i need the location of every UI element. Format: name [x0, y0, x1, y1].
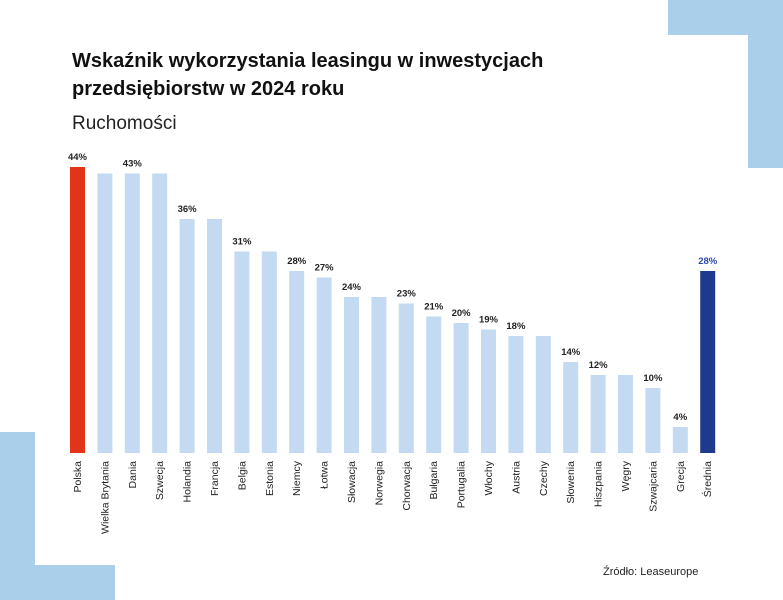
category-label-belgia: Belgia	[236, 461, 248, 490]
category-label-srednia: Średnia	[701, 461, 714, 497]
category-label-bulgaria: Bułgaria	[428, 461, 440, 500]
bar-holandia	[179, 219, 195, 453]
data-label-srednia: 28%	[698, 256, 718, 267]
data-label-bulgaria: 21%	[424, 302, 444, 313]
decoration-top-right-inner	[668, 35, 748, 168]
category-label-chorwacja: Chorwacja	[401, 461, 413, 511]
category-label-dania: Dania	[127, 461, 139, 489]
data-label-lotwa: 27%	[315, 263, 335, 274]
category-label-norwegia: Norwegia	[373, 461, 385, 506]
category-label-slowenia: Słowenia	[565, 461, 577, 504]
chart-title: Wskaźnik wykorzystania leasingu w inwest…	[72, 50, 544, 100]
bar-wlochy	[481, 329, 496, 453]
bar-wielka-brytania	[97, 173, 113, 453]
bar-grecja	[672, 427, 688, 453]
data-label-belgia: 31%	[232, 237, 252, 248]
decoration-bottom-left-inner	[35, 432, 115, 565]
bar-bulgaria	[426, 316, 442, 453]
category-label-grecja: Grecja	[675, 461, 687, 492]
bar-belgia	[234, 251, 250, 453]
bar-slowenia	[563, 362, 579, 453]
bar-austria	[508, 336, 524, 453]
bar-wegry	[618, 375, 633, 453]
data-label-grecja: 4%	[673, 412, 687, 423]
data-label-polska: 44%	[68, 152, 88, 163]
category-label-szwajcaria: Szwajcaria	[647, 461, 659, 512]
bar-czechy	[535, 336, 551, 453]
bar-szwajcaria	[645, 388, 661, 453]
bar-polska	[70, 167, 85, 453]
data-label-dania: 43%	[123, 159, 143, 170]
bar-chorwacja	[398, 303, 414, 453]
category-label-francja: Francja	[209, 461, 221, 496]
category-label-estonia: Estonia	[264, 461, 276, 496]
category-label-szwecja: Szwecja	[154, 461, 166, 500]
category-label-lotwa: Łotwa	[319, 461, 331, 489]
category-label-wlochy: Włochy	[483, 460, 495, 495]
category-label-austria: Austria	[510, 461, 522, 494]
data-label-slowacja: 24%	[342, 282, 362, 293]
data-label-portugalia: 20%	[452, 308, 472, 319]
data-label-hiszpania: 12%	[589, 360, 609, 371]
category-label-niemcy: Niemcy	[291, 460, 303, 496]
bar-hiszpania	[590, 375, 606, 453]
bar-szwecja	[152, 173, 168, 453]
category-label-hiszpania: Hiszpania	[593, 461, 605, 507]
source-note: Źródło: Leaseurope	[603, 566, 699, 578]
bar-portugalia	[453, 323, 469, 453]
data-label-niemcy: 28%	[287, 256, 307, 267]
data-label-austria: 18%	[506, 321, 526, 332]
category-label-wielka-brytania: Wielka Brytania	[99, 461, 111, 534]
category-label-czechy: Czechy	[538, 460, 550, 496]
bar-lotwa	[316, 277, 332, 453]
bar-niemcy	[289, 271, 305, 453]
category-label-holandia: Holandia	[182, 461, 194, 503]
bar-srednia	[700, 271, 716, 453]
category-label-slowacja: Słowacja	[346, 461, 358, 503]
data-label-slowenia: 14%	[561, 347, 581, 358]
data-label-wlochy: 19%	[479, 315, 499, 326]
bar-dania	[124, 173, 140, 453]
data-label-szwajcaria: 10%	[643, 373, 663, 384]
category-label-polska: Polska	[72, 461, 84, 493]
bar-slowacja	[344, 297, 359, 453]
chart-subtitle: Ruchomości	[72, 113, 177, 134]
bar-norwegia	[371, 297, 387, 453]
bar-francja	[207, 219, 222, 453]
data-label-holandia: 36%	[178, 204, 198, 215]
bar-estonia	[261, 251, 277, 453]
category-label-wegry: Węgry	[620, 460, 632, 491]
data-label-chorwacja: 23%	[397, 289, 417, 300]
category-label-portugalia: Portugalia	[456, 461, 468, 508]
